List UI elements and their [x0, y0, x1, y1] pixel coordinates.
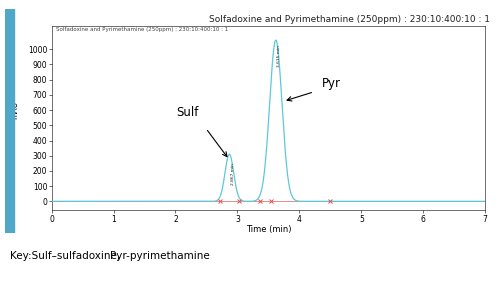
Text: Solfadoxine and Pyrimethamine (250ppm) : 230:10:400:10 : 1: Solfadoxine and Pyrimethamine (250ppm) :…: [209, 15, 490, 24]
Text: 3.615 min: 3.615 min: [278, 45, 281, 67]
Text: Sulf: Sulf: [176, 106, 199, 119]
X-axis label: Time (min): Time (min): [246, 225, 291, 234]
Text: 2.867 min: 2.867 min: [231, 163, 235, 185]
Text: mAU: mAU: [10, 101, 20, 118]
Text: Solfadoxine and Pyrimethamine (250ppm) : 230:10:400:10 : 1: Solfadoxine and Pyrimethamine (250ppm) :…: [56, 27, 228, 32]
Text: Key:Sulf–sulfadoxine,: Key:Sulf–sulfadoxine,: [10, 250, 120, 261]
Text: Pyr: Pyr: [322, 77, 342, 90]
Text: Pyr-pyrimethamine: Pyr-pyrimethamine: [110, 250, 210, 261]
Bar: [5, 9, 14, 233]
